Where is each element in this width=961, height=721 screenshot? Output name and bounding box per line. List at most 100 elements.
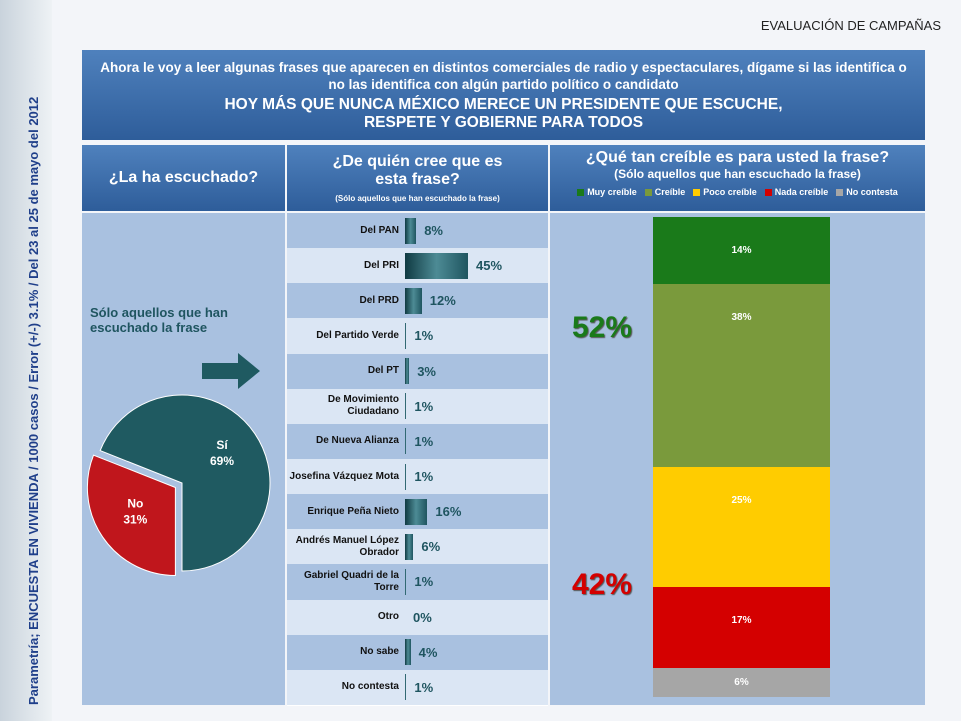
pie-subtitle: Sólo aquellos que han escuchado la frase	[90, 305, 228, 335]
bar	[405, 463, 407, 490]
pie-slice	[86, 454, 176, 576]
bar	[405, 498, 428, 525]
bar-label: Del PT	[367, 365, 399, 377]
legend-label: Muy creíble	[587, 187, 637, 197]
question-box: Ahora le voy a leer algunas frases que a…	[82, 50, 925, 140]
legend-item: Nada creíble	[764, 187, 829, 197]
bar-row: Del Partido Verde 1%	[287, 318, 548, 355]
bar-panel: Del PAN 8% Del PRI 45% Del PRD 12% Del Partido…	[287, 213, 548, 706]
bar-value-label: 0%	[413, 609, 432, 625]
bar-row: Josefina Vázquez Mota 1%	[287, 459, 548, 496]
stack-panel: 14% 38% 25% 17% 6% 52% 42%	[550, 213, 925, 705]
legend-swatch	[836, 188, 844, 196]
stack-title: ¿Qué tan creíble es para usted la frase?	[585, 149, 890, 166]
legend-swatch	[644, 188, 652, 196]
bar-header: ¿De quién cree que es esta frase? (Sólo …	[287, 145, 548, 211]
bar	[405, 252, 468, 279]
bar	[405, 533, 414, 560]
bar-label: Gabriel Quadri de la Torre	[303, 569, 399, 593]
bar-label: Otro	[377, 611, 399, 623]
bar-value-label: 1%	[414, 679, 434, 695]
bar	[405, 639, 411, 666]
pie-label: No	[127, 497, 143, 511]
bar-row: No sabe 4%	[287, 634, 548, 671]
side-strip	[0, 0, 52, 721]
bar-label: No sabe	[360, 646, 399, 658]
bar	[405, 358, 410, 385]
bar-value-label: 3%	[417, 363, 436, 379]
stack-segment: 38%	[653, 284, 830, 467]
bar	[405, 287, 422, 314]
legend-item: Muy creíble	[577, 187, 637, 197]
bar-value-label: 16%	[435, 504, 462, 520]
bar	[405, 393, 407, 420]
stack-segment: 14%	[653, 217, 830, 285]
legend-label: Creíble	[654, 187, 686, 197]
pie-value-label: 69%	[210, 454, 234, 468]
bar-label: No contesta	[341, 681, 399, 693]
bar-label: Josefina Vázquez Mota	[289, 470, 399, 482]
bar-row: Enrique Peña Nieto 16%	[287, 494, 548, 531]
bar-subtitle: (Sólo aquellos que han escuchado la fras…	[335, 194, 500, 203]
bar-label: Andrés Manuel López Obrador	[295, 534, 399, 558]
bar-value-label: 1%	[414, 328, 434, 344]
bar-value-label: 1%	[414, 469, 434, 485]
arrow	[202, 353, 260, 389]
bar-value-label: 4%	[418, 644, 438, 660]
pie-value-label: 31%	[123, 513, 147, 527]
bar-label: Del PRD	[359, 294, 399, 306]
bar-row: Del PT 3%	[287, 353, 548, 390]
bar-row: De Movimiento Ciudadano 1%	[287, 388, 548, 425]
legend-swatch	[764, 188, 772, 196]
phrase: RESPETE Y GOBIERNE PARA TODOS	[363, 113, 644, 131]
side-note: Parametría; ENCUESTA EN VIVIENDA / 1000 …	[26, 96, 41, 705]
bar-value-label: 6%	[421, 539, 441, 555]
phrase: HOY MÁS QUE NUNCA MÉXICO MERECE UN PRESI…	[224, 95, 783, 113]
bar-row: Gabriel Quadri de la Torre 1%	[287, 564, 548, 601]
legend-item: Creíble	[644, 187, 686, 197]
segment-label: 14%	[731, 244, 752, 256]
pie-chart: Sí 69% No 31%	[86, 394, 271, 576]
legend-label: No contesta	[846, 187, 898, 197]
segment-label: 38%	[731, 312, 752, 324]
legend-swatch	[577, 188, 585, 196]
bar-value-label: 1%	[414, 433, 434, 449]
bar-row: Del PRI 45%	[287, 248, 548, 285]
pie-title: ¿La ha escuchado?	[82, 145, 285, 211]
bar	[405, 428, 407, 455]
bar-row: No contesta 1%	[287, 669, 548, 706]
bar-label: Enrique Peña Nieto	[307, 505, 399, 517]
bar-value-label: 8%	[424, 223, 443, 239]
legend-label: Nada creíble	[774, 187, 829, 197]
bar-row: Del PAN 8%	[287, 213, 548, 250]
bar-value-label: 1%	[414, 574, 434, 590]
bar-row: De Nueva Alianza 1%	[287, 423, 548, 460]
bar-value-label: 12%	[429, 293, 456, 309]
pie-slice	[99, 394, 271, 572]
bar-label: De Movimiento Ciudadano	[327, 394, 399, 418]
segment-label: 6%	[734, 676, 749, 688]
segment-label: 25%	[731, 494, 752, 506]
bar-value-label: 45%	[476, 258, 503, 274]
stack-segment: 25%	[653, 466, 830, 587]
question: Ahora le voy a leer algunas frases que a…	[100, 59, 907, 92]
bar	[405, 674, 407, 701]
pie-label: Sí	[216, 438, 228, 452]
bar	[405, 568, 407, 595]
bar-value-label: 1%	[414, 398, 434, 414]
pie-panel: Sólo aquellos que han escuchado la frase…	[82, 213, 285, 705]
bar-label: Del PAN	[360, 224, 399, 236]
bar-row: Del PRD 12%	[287, 283, 548, 320]
bar-label: De Nueva Alianza	[316, 435, 399, 447]
bar	[405, 322, 407, 349]
legend-label: Poco creíble	[703, 187, 757, 197]
header: EVALUACIÓN DE CAMPAÑAS	[760, 18, 941, 33]
stack-segment: 6%	[653, 668, 830, 697]
bar-label: Del Partido Verde	[316, 329, 399, 341]
annotation: 52%	[572, 311, 633, 344]
bar-title: ¿De quién cree que es esta frase?	[332, 153, 503, 188]
bar-row: Otro 0%	[287, 599, 548, 636]
stack-subtitle: (Sólo aquellos que han escuchado la fras…	[614, 167, 861, 181]
bar-row: Andrés Manuel López Obrador 6%	[287, 529, 548, 566]
